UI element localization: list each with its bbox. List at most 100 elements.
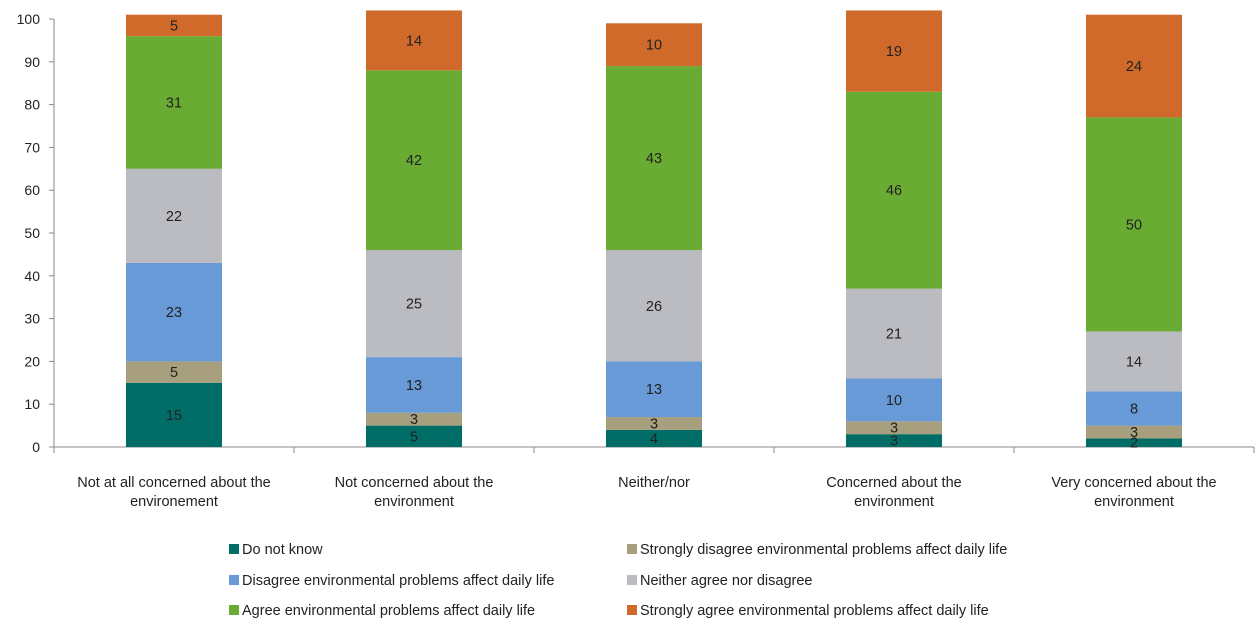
data-label: 14 [406,33,422,49]
legend-label: Strongly agree environmental problems af… [640,603,989,619]
y-tick-label: 20 [24,353,40,369]
data-label: 43 [646,151,662,167]
category-labels: Not at all concerned about the environeme… [77,475,1216,510]
bar-segment [126,36,222,169]
bar-segment [606,66,702,251]
bar-segment [1086,391,1182,426]
data-label: 10 [646,38,662,54]
data-label: 23 [166,305,182,321]
bar-segment [366,357,462,413]
category-label-line: Very concerned about the [1051,475,1216,491]
data-label: 3 [650,416,658,432]
category-label-line: environement [130,494,218,510]
legend-label: Do not know [242,542,323,558]
legend-swatch [627,575,637,585]
category-label-line: Not at all concerned about the [77,475,270,491]
bar-segment [126,262,222,362]
bar-segment [1086,331,1182,392]
data-label: 19 [886,44,902,60]
category-label-line: Not concerned about the [335,475,494,491]
bar-segment [126,168,222,263]
bar-segment [846,91,942,289]
category-label-line: Neither/nor [618,475,690,491]
y-tick-label: 100 [17,11,41,27]
bars: 1552322315531325421443132643103310214619… [126,10,1182,452]
y-tick-label: 70 [24,139,40,155]
data-label: 13 [646,382,662,398]
bar-segment [366,425,462,447]
legend-swatch [229,544,239,554]
legend-swatch [627,605,637,615]
bar-segment [606,361,702,418]
bar-segment [846,378,942,422]
data-label: 3 [410,412,418,428]
data-label: 5 [170,365,178,381]
bar-segment [126,14,222,37]
category-label-line: Concerned about the [826,475,961,491]
category-label: Very concerned about the environment [1051,475,1216,510]
data-label: 3 [890,434,898,450]
category-label: Concerned about the environment [826,475,961,510]
axes: 0 10 20 30 40 50 60 70 80 90 100 [17,11,1255,455]
data-label: 10 [886,393,902,409]
legend-label: Disagree environmental problems affect d… [242,573,554,589]
data-label: 4 [650,431,658,447]
category-label: Neither/nor [618,475,690,491]
category-label: Not concerned about the environment [335,475,494,510]
data-label: 2 [1130,436,1138,452]
legend-swatch [627,544,637,554]
y-tick-label: 0 [32,439,40,455]
category-label-line: environment [374,494,454,510]
data-label: 15 [166,408,182,424]
data-label: 5 [170,18,178,34]
y-tick-label: 90 [24,54,40,70]
y-tick-label: 50 [24,225,40,241]
legend-swatch [229,605,239,615]
y-tick-label: 60 [24,182,40,198]
bar-segment [606,23,702,67]
data-label: 25 [406,297,422,313]
data-label: 8 [1130,401,1138,417]
data-label: 31 [166,95,182,111]
legend: Do not know Strongly disagree environment… [229,542,1007,619]
bar-segment [126,382,222,447]
data-label: 5 [410,429,418,445]
bar-segment [1086,425,1182,439]
bar-segment [606,429,702,447]
y-tick-label: 10 [24,396,40,412]
bar-segment [1086,438,1182,447]
bar-segment [846,288,942,379]
bar-segment [366,10,462,71]
bar-segment [1086,117,1182,332]
data-label: 42 [406,153,422,169]
legend-label: Neither agree nor disagree [640,573,813,589]
bar-segment [366,70,462,251]
data-label: 21 [886,327,902,343]
bar-segment [846,421,942,435]
category-label-line: environment [854,494,934,510]
data-label: 13 [406,378,422,394]
bar-segment [606,250,702,362]
bar-segment [606,417,702,430]
data-label: 14 [1126,354,1142,370]
legend-label: Strongly disagree environmental problems… [640,542,1007,558]
data-label: 26 [646,299,662,315]
y-tick-label: 80 [24,97,40,113]
data-label: 46 [886,183,902,199]
bar-segment [1086,14,1182,118]
bar-segment [846,434,942,447]
bar-segment [126,361,222,383]
data-label: 50 [1126,217,1142,233]
data-label: 3 [1130,425,1138,441]
bar-segment [846,10,942,92]
bar-segment [366,250,462,358]
legend-label: Agree environmental problems affect dail… [242,603,535,619]
category-label: Not at all concerned about the environeme… [77,475,270,510]
category-label-line: environment [1094,494,1174,510]
y-tick-label: 40 [24,268,40,284]
data-label: 3 [890,421,898,437]
y-tick-label: 30 [24,311,40,327]
data-label: 24 [1126,59,1142,75]
legend-swatch [229,575,239,585]
